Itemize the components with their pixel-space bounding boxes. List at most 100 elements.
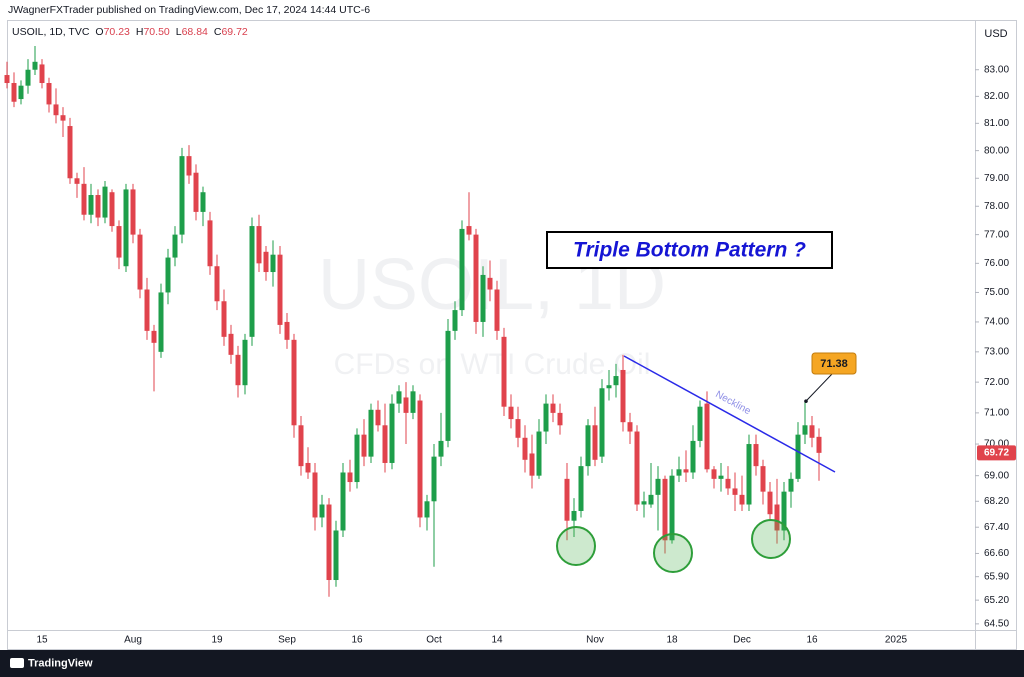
y-tick-label: 71.00 bbox=[984, 408, 1009, 419]
candle-body bbox=[550, 403, 556, 413]
candle-body bbox=[193, 172, 199, 212]
candle-body bbox=[186, 156, 192, 176]
candle-body bbox=[165, 257, 171, 293]
candle-body bbox=[228, 333, 234, 355]
x-tick-label: 16 bbox=[806, 635, 818, 646]
y-tick-label: 65.20 bbox=[984, 595, 1009, 606]
candle-body bbox=[452, 310, 458, 331]
candle-body bbox=[263, 251, 269, 273]
candle-body bbox=[487, 277, 493, 290]
pattern-box bbox=[546, 231, 833, 269]
candle-body bbox=[179, 156, 185, 235]
publisher: JWagnerFXTrader published on TradingView… bbox=[8, 4, 370, 16]
candle-body bbox=[340, 472, 346, 531]
currency: USD bbox=[984, 28, 1007, 40]
candle-body bbox=[620, 369, 626, 423]
candle-body bbox=[473, 234, 479, 322]
candle-body bbox=[46, 83, 52, 105]
candle-body bbox=[32, 61, 38, 70]
callout-point bbox=[804, 399, 808, 403]
y-tick-label: 76.00 bbox=[984, 258, 1009, 269]
bottom-circle bbox=[751, 519, 791, 559]
last-price-label: 69.72 bbox=[984, 447, 1009, 458]
y-tick-label: 69.00 bbox=[984, 470, 1009, 481]
candle-body bbox=[361, 434, 367, 457]
candle-body bbox=[718, 475, 724, 479]
bottom-circle bbox=[556, 526, 596, 566]
candle-body bbox=[354, 434, 360, 483]
candle-body bbox=[732, 488, 738, 495]
ohlc-key: H bbox=[135, 26, 144, 38]
candle-body bbox=[536, 431, 542, 476]
candle-body bbox=[172, 234, 178, 258]
candle-body bbox=[312, 472, 318, 518]
candle-body bbox=[403, 397, 409, 413]
candle-body bbox=[95, 195, 101, 218]
y-tick-label: 83.00 bbox=[984, 64, 1009, 75]
candle-body bbox=[585, 425, 591, 467]
y-tick-label: 65.90 bbox=[984, 571, 1009, 582]
y-tick-label: 78.00 bbox=[984, 201, 1009, 212]
candle-body bbox=[648, 494, 654, 505]
x-tick-label: 19 bbox=[211, 635, 223, 646]
candle-body bbox=[417, 400, 423, 518]
candle-body bbox=[221, 301, 227, 337]
candle-body bbox=[53, 104, 59, 116]
neckline bbox=[623, 355, 836, 473]
candle-body bbox=[256, 226, 262, 264]
candle-body bbox=[39, 64, 45, 84]
y-tick-label: 68.20 bbox=[984, 496, 1009, 507]
candle-body bbox=[319, 504, 325, 518]
candle-body bbox=[508, 406, 514, 420]
watermark-description: CFDs on WTI Crude Oil bbox=[334, 348, 651, 381]
candle-body bbox=[347, 472, 353, 483]
candle-body bbox=[809, 425, 815, 438]
candle-body bbox=[655, 478, 661, 495]
x-tick-label: Oct bbox=[426, 635, 442, 646]
candle-body bbox=[200, 192, 206, 212]
candle-body bbox=[11, 83, 17, 102]
candle-body bbox=[641, 501, 647, 505]
x-tick-label: 16 bbox=[351, 635, 363, 646]
candle-body bbox=[25, 69, 31, 86]
candle-body bbox=[480, 274, 486, 322]
y-tick-label: 73.00 bbox=[984, 346, 1009, 357]
ohlc-value: 70.23 bbox=[103, 26, 130, 38]
candle-body bbox=[298, 425, 304, 467]
candle-body bbox=[130, 189, 136, 235]
ohlc-key: C bbox=[213, 26, 222, 38]
candle-body bbox=[67, 126, 73, 179]
y-tick-label: 79.00 bbox=[984, 173, 1009, 184]
candle-body bbox=[753, 444, 759, 467]
candle-body bbox=[375, 409, 381, 426]
y-tick-label: 82.00 bbox=[984, 91, 1009, 102]
candle-body bbox=[81, 183, 87, 215]
candle-body bbox=[704, 403, 710, 470]
candle-body bbox=[249, 226, 255, 337]
candle-body bbox=[557, 412, 563, 426]
candle-body bbox=[767, 491, 773, 515]
candle-body bbox=[151, 330, 157, 343]
pattern-label: Triple Bottom Pattern ? bbox=[573, 239, 806, 262]
candle-body bbox=[711, 469, 717, 479]
ohlc-value: 69.72 bbox=[221, 26, 248, 38]
x-tick-label: 2025 bbox=[885, 635, 908, 646]
candle-body bbox=[242, 339, 248, 386]
candle-body bbox=[662, 478, 668, 541]
x-tick-label: Nov bbox=[586, 635, 604, 646]
x-tick-label: 15 bbox=[36, 635, 48, 646]
candle-body bbox=[543, 403, 549, 432]
candle-body bbox=[277, 254, 283, 325]
x-tick-label: 14 bbox=[491, 635, 503, 646]
candle-body bbox=[760, 466, 766, 492]
symbol: USOIL, 1D, TVC bbox=[12, 26, 90, 38]
ohlc-key: L bbox=[175, 26, 182, 38]
callout: 71.38 bbox=[804, 352, 857, 403]
ohlc-value: 70.50 bbox=[143, 26, 170, 38]
candle-body bbox=[676, 469, 682, 476]
candle-body bbox=[333, 530, 339, 581]
candle-body bbox=[410, 391, 416, 413]
y-tick-label: 80.00 bbox=[984, 145, 1009, 156]
